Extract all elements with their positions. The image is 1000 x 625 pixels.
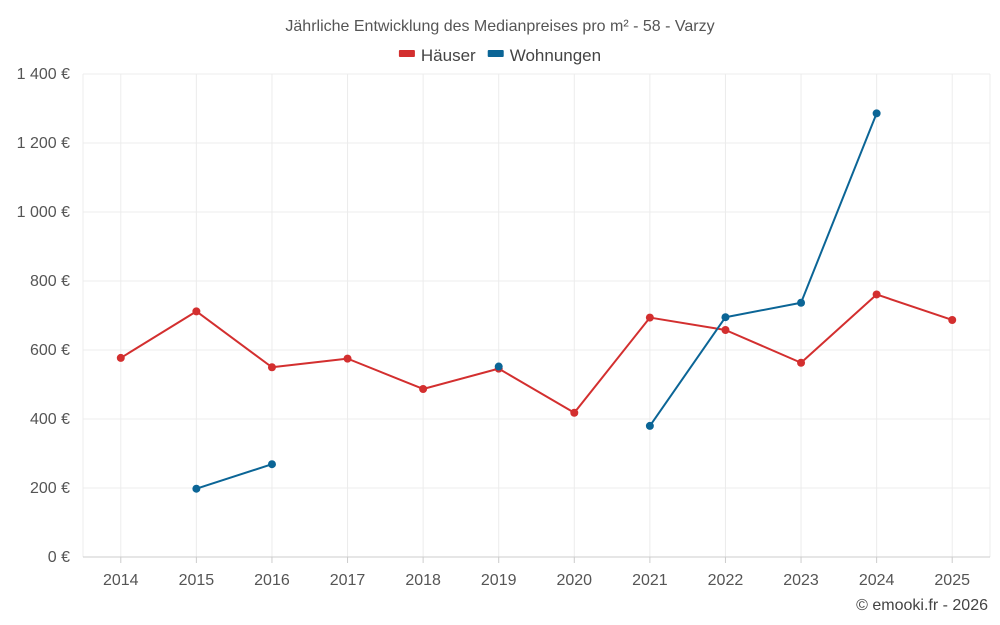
legend: Häuser Wohnungen [398, 46, 601, 65]
data-point[interactable] [419, 384, 428, 393]
x-tick-label: 2017 [330, 572, 366, 589]
copyright-text: © emooki.fr - 2026 [856, 597, 988, 614]
y-tick-label: 1 000 € [17, 204, 70, 221]
y-tick-label: 1 400 € [17, 66, 70, 83]
legend-swatch[interactable] [487, 50, 504, 57]
data-point[interactable] [645, 313, 654, 322]
y-tick-label: 400 € [30, 411, 70, 428]
x-tick-label: 2020 [556, 572, 592, 589]
data-point[interactable] [645, 421, 654, 430]
data-point[interactable] [872, 109, 881, 118]
data-point[interactable] [116, 353, 125, 362]
y-tick-label: 1 200 € [17, 135, 70, 152]
series-line [649, 112, 878, 427]
data-point[interactable] [192, 307, 201, 316]
x-tick-label: 2016 [254, 572, 290, 589]
data-point[interactable] [570, 408, 579, 417]
legend-label[interactable]: Wohnungen [510, 46, 601, 65]
series-line [196, 463, 273, 490]
data-point[interactable] [872, 290, 881, 299]
series-houses [116, 290, 957, 417]
series-line [120, 293, 953, 414]
data-point[interactable] [192, 484, 201, 493]
y-tick-label: 200 € [30, 480, 70, 497]
legend-swatch[interactable] [398, 50, 415, 57]
y-tick-label: 800 € [30, 273, 70, 290]
data-point[interactable] [267, 363, 276, 372]
chart-title: Jährliche Entwicklung des Medianpreises … [285, 18, 714, 35]
x-tick-label: 2014 [103, 572, 139, 589]
series-apartments [192, 109, 881, 493]
x-tick-label: 2019 [481, 572, 517, 589]
grid [82, 73, 991, 557]
x-tick-label: 2023 [783, 572, 819, 589]
data-point[interactable] [797, 298, 806, 307]
data-point[interactable] [721, 325, 730, 334]
data-point[interactable] [494, 362, 503, 371]
x-tick-label: 2024 [859, 572, 895, 589]
data-point[interactable] [721, 313, 730, 322]
data-point[interactable] [797, 358, 806, 367]
x-tick-label: 2015 [179, 572, 215, 589]
x-tick-label: 2018 [405, 572, 441, 589]
x-tick-label: 2025 [934, 572, 970, 589]
x-tick-label: 2021 [632, 572, 668, 589]
series-layer [116, 109, 957, 493]
data-point[interactable] [343, 354, 352, 363]
data-point[interactable] [948, 315, 957, 324]
y-tick-label: 0 € [48, 549, 70, 566]
x-tick-label: 2022 [708, 572, 744, 589]
data-point[interactable] [267, 460, 276, 469]
y-tick-label: 600 € [30, 342, 70, 359]
axes: 0 € 200 € 400 € 600 € 800 € 1 000 € 1 200 € 1 4… [17, 66, 990, 589]
legend-label[interactable]: Häuser [421, 46, 476, 65]
